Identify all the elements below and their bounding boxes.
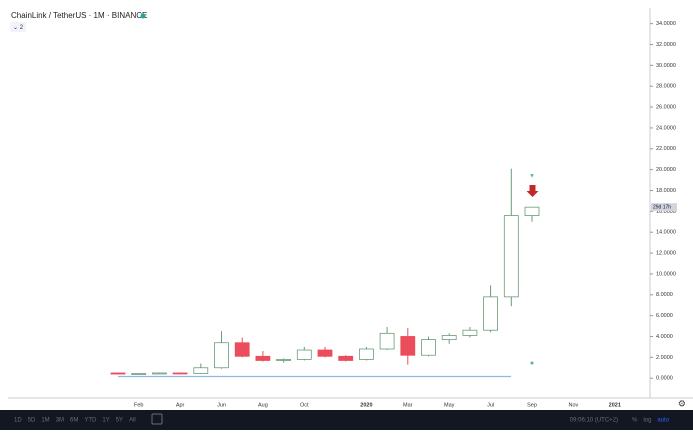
x-tick-label: Aug [258, 402, 268, 408]
x-tick-label: Jul [487, 402, 494, 408]
bottom-toolbar [0, 410, 693, 430]
range-button[interactable]: YTD [84, 418, 97, 424]
y-tick-label: 16.0000 [656, 209, 676, 215]
symbol-title: ChainLink / TetherUS · 1M · BINANCE [11, 11, 147, 20]
range-button[interactable]: All [129, 418, 136, 424]
candle-body [524, 206, 540, 216]
y-tick-label: 28.0000 [656, 84, 676, 90]
y-tick-label: 32.0000 [656, 42, 676, 48]
indicator-toggle[interactable]: ⌄ 2 [13, 25, 24, 31]
candle-body [193, 367, 209, 374]
candle-body [358, 348, 374, 360]
candle-body [214, 342, 229, 369]
countdown-label: 29d 17h [653, 204, 671, 210]
x-tick-label: Apr [176, 402, 185, 408]
scale-option[interactable]: % [632, 418, 638, 424]
candle-body [296, 349, 312, 360]
candle-body [379, 332, 395, 350]
range-button[interactable]: 5Y [116, 418, 123, 424]
y-tick-label: 12.0000 [656, 251, 676, 257]
candle-body [317, 349, 333, 357]
candle-body [151, 372, 167, 375]
candle-body [503, 215, 519, 298]
candle-body [462, 329, 478, 336]
range-button[interactable]: 3M [56, 418, 64, 424]
candle-body [276, 359, 292, 361]
y-tick-label: 30.0000 [656, 63, 676, 69]
x-tick-label: Jun [217, 402, 226, 408]
x-tick-label: Sep [527, 402, 537, 408]
y-tick-label: 0.0000 [656, 376, 673, 382]
y-tick-label: 2.0000 [656, 355, 673, 361]
y-tick-label: 4.0000 [656, 334, 673, 340]
candle-body [234, 342, 250, 357]
y-tick-label: 10.0000 [656, 271, 676, 277]
candle-body [110, 372, 126, 375]
range-button[interactable]: 1D [14, 418, 22, 424]
x-tick-label: May [444, 402, 455, 408]
range-button[interactable]: 1M [41, 418, 49, 424]
candle-body [338, 355, 354, 361]
y-tick-label: 20.0000 [656, 167, 676, 173]
y-tick-label: 14.0000 [656, 230, 676, 236]
x-tick-label: 2021 [609, 402, 621, 408]
candle-body [400, 336, 416, 356]
clock: 09:06:10 (UTC+2) [570, 418, 618, 424]
candle-body [483, 296, 499, 331]
candle-body [255, 355, 271, 361]
indicator-toggle-bg[interactable] [10, 22, 26, 32]
y-tick-label: 8.0000 [656, 292, 673, 298]
scale-option[interactable]: log [643, 418, 651, 424]
arrow-marker [526, 185, 539, 197]
candle-body [131, 373, 147, 375]
range-button[interactable]: 6M [70, 418, 78, 424]
price-tag [651, 203, 677, 212]
marker-glyph: ▼ [529, 174, 535, 180]
y-tick-label: 24.0000 [656, 125, 676, 131]
y-tick-label: 26.0000 [656, 105, 676, 111]
status-dot [140, 13, 146, 19]
x-tick-label: Feb [134, 402, 143, 408]
range-button[interactable]: 1Y [102, 418, 109, 424]
x-tick-label: Mar [403, 402, 413, 408]
range-button[interactable]: 5D [28, 418, 36, 424]
x-tick-label: Oct [300, 402, 309, 408]
y-tick-label: 34.0000 [656, 21, 676, 27]
x-tick-label: Nov [569, 402, 579, 408]
candle-body [421, 339, 436, 356]
x-tick-label: 2020 [360, 402, 372, 408]
marker-dot [530, 361, 534, 365]
date-range-icon[interactable] [151, 413, 163, 425]
candle-body [172, 372, 188, 375]
scale-option[interactable]: auto [657, 418, 669, 424]
settings-icon[interactable]: ⚙ [678, 398, 686, 408]
candle-body [441, 335, 457, 341]
y-tick-label: 6.0000 [656, 313, 673, 319]
y-tick-label: 22.0000 [656, 146, 676, 152]
y-tick-label: 18.0000 [656, 188, 676, 194]
